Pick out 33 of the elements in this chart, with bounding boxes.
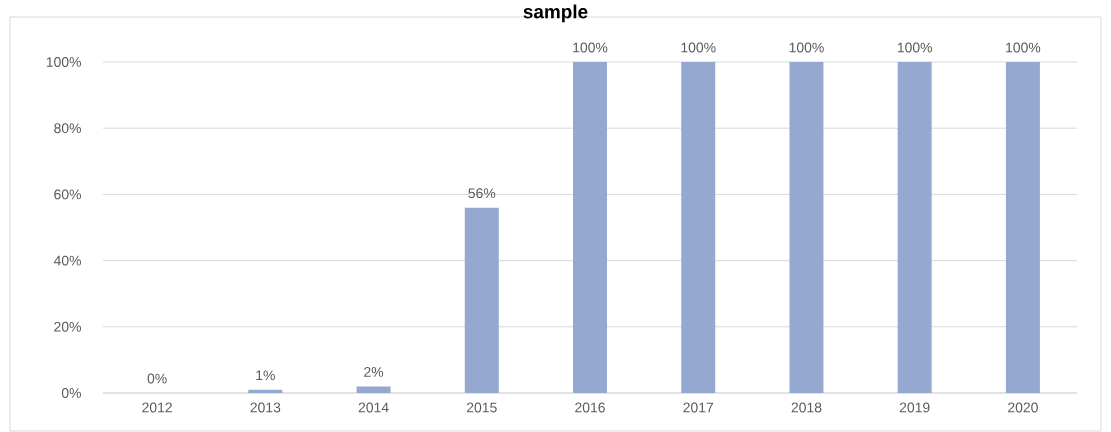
data-label: 0% — [147, 373, 167, 384]
y-tick-label: 100% — [46, 57, 81, 67]
x-tick-label: 2018 — [791, 402, 822, 413]
bar — [681, 62, 716, 393]
x-tick-label: 2015 — [466, 402, 497, 413]
data-label: 100% — [897, 42, 933, 53]
x-tick-label: 2016 — [575, 402, 605, 413]
bar — [248, 389, 283, 393]
data-label: 100% — [681, 42, 716, 53]
x-tick-label: 2014 — [358, 402, 389, 413]
bar — [1005, 62, 1040, 393]
bar — [789, 62, 824, 393]
y-tick-label: 60% — [54, 189, 81, 200]
data-label: 2% — [364, 367, 384, 377]
data-label: 100% — [1006, 42, 1041, 53]
data-label: 1% — [256, 370, 275, 381]
x-tick-label: 2019 — [899, 402, 930, 413]
bar — [464, 207, 499, 393]
x-tick-label: 2013 — [250, 402, 281, 413]
chart-title: sample — [523, 4, 588, 23]
bar — [356, 386, 391, 393]
y-tick-label: 20% — [54, 321, 81, 332]
data-label: 100% — [789, 42, 824, 53]
y-tick-label: 80% — [54, 123, 81, 134]
x-tick-label: 2020 — [1008, 402, 1038, 413]
x-tick-label: 2012 — [142, 402, 172, 413]
data-label: 56% — [468, 188, 496, 199]
bar — [573, 62, 608, 393]
x-tick-label: 2017 — [683, 402, 714, 413]
y-tick-label: 40% — [53, 255, 81, 266]
data-label: 100% — [573, 42, 608, 53]
y-tick-label: 0% — [61, 388, 81, 398]
bar — [897, 62, 932, 393]
